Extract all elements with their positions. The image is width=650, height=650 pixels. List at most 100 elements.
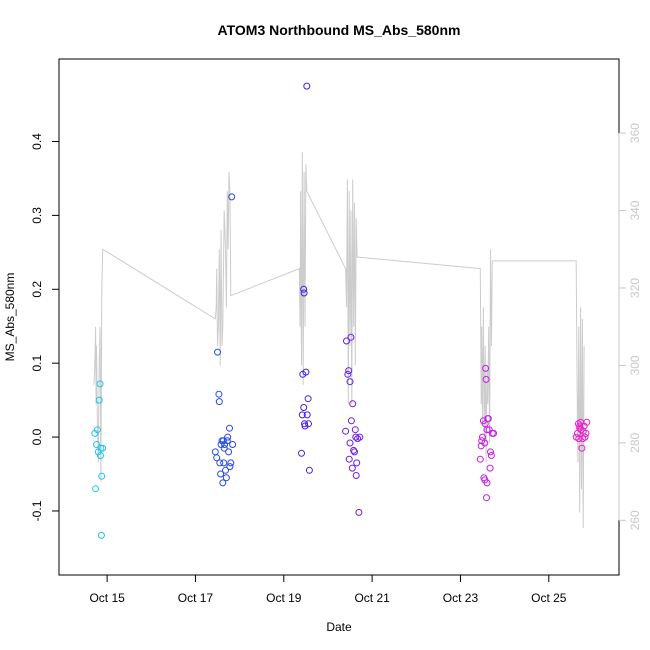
data-point [353, 459, 361, 467]
y-axis-right: 260 280 300 320 340 360 [618, 123, 642, 530]
data-point [487, 452, 495, 459]
data-point [224, 433, 232, 441]
y-tick-label: -0.1 [30, 500, 44, 521]
data-point [483, 426, 491, 434]
x-tick-label: Oct 17 [178, 591, 214, 605]
data-point [303, 82, 311, 90]
data-point [222, 466, 229, 474]
x-tick-label: Oct 15 [89, 591, 125, 605]
data-point [583, 418, 591, 426]
data-point [219, 437, 227, 445]
data-point [483, 479, 491, 487]
data-point [213, 454, 221, 462]
data-point [355, 508, 363, 516]
data-point [222, 474, 230, 482]
data-point [226, 424, 233, 432]
data-point [214, 348, 221, 356]
data-point [300, 285, 308, 293]
data-point [215, 390, 223, 398]
data-point [479, 433, 486, 441]
data-point [347, 333, 355, 341]
data-point [96, 380, 104, 388]
data-point [482, 364, 490, 372]
data-point [215, 398, 223, 406]
data-point [347, 417, 355, 425]
data-point [229, 441, 237, 448]
data-point [302, 368, 310, 376]
data-point [484, 415, 492, 423]
data-point [99, 444, 107, 452]
data-point [344, 370, 352, 378]
data-point [576, 422, 584, 430]
data-point [481, 439, 489, 447]
data-point [97, 452, 104, 459]
data-point [219, 479, 227, 487]
y-tick-label: 0.3 [30, 207, 44, 224]
y2-tick-label: 360 [628, 123, 642, 143]
x-tick-label: Oct 23 [443, 591, 479, 605]
data-point [578, 444, 586, 452]
data-point [345, 455, 353, 463]
data-point [220, 444, 228, 452]
data-point [486, 464, 494, 472]
data-point [301, 422, 309, 430]
data-point [304, 395, 312, 403]
data-point [356, 433, 364, 441]
data-point [483, 494, 490, 502]
data-point [223, 437, 231, 445]
x-tick-label: Oct 25 [531, 591, 567, 605]
x-axis: Oct 15 Oct 17 Oct 19 Oct 21 Oct 23 Oct 25 [89, 574, 567, 605]
data-point [476, 455, 484, 463]
data-point [346, 439, 354, 447]
data-point [348, 464, 356, 472]
data-point [226, 463, 234, 471]
y2-tick-label: 320 [628, 278, 642, 298]
y-tick-label: 0.0 [30, 428, 44, 445]
data-point [342, 427, 350, 435]
data-point [350, 446, 358, 454]
data-point [305, 420, 312, 428]
x-tick-label: Oct 21 [354, 591, 390, 605]
x-axis-label: Date [326, 620, 352, 634]
data-point [298, 411, 306, 419]
data-point [300, 289, 308, 297]
temperature-line-layer [93, 152, 585, 529]
data-point [97, 531, 105, 539]
data-point [581, 433, 589, 441]
y-axis-label: MS_Abs_580nm [3, 273, 17, 362]
data-point [93, 441, 100, 448]
data-point [351, 448, 358, 456]
data-point [349, 400, 357, 408]
data-point [575, 435, 583, 443]
data-point [343, 337, 350, 345]
data-point [217, 470, 225, 478]
data-point [220, 459, 228, 467]
data-point [227, 459, 235, 467]
y2-tick-label: 280 [628, 433, 642, 453]
data-point [490, 429, 498, 437]
y-tick-label: 0.4 [30, 133, 44, 150]
data-point [576, 424, 584, 432]
data-point [346, 378, 354, 386]
y-tick-label: 0.1 [30, 355, 44, 372]
data-point [216, 459, 224, 467]
data-point [300, 404, 308, 411]
y2-tick-label: 300 [628, 355, 642, 375]
data-point [298, 449, 305, 457]
data-point [352, 433, 360, 441]
data-point [487, 448, 494, 456]
data-point [352, 472, 360, 479]
data-point [351, 426, 359, 434]
y2-tick-label: 340 [628, 200, 642, 220]
y2-tick-label: 260 [628, 510, 642, 530]
data-point [582, 429, 590, 437]
chart-title: ATOM3 Northbound MS_Abs_580nm [218, 22, 461, 38]
y-tick-label: 0.2 [30, 281, 44, 298]
data-point [95, 396, 103, 404]
data-point [345, 367, 353, 375]
temperature-series-line [93, 152, 585, 529]
data-point [98, 472, 106, 480]
data-point [92, 485, 100, 493]
scatter-points-layer [91, 82, 591, 539]
